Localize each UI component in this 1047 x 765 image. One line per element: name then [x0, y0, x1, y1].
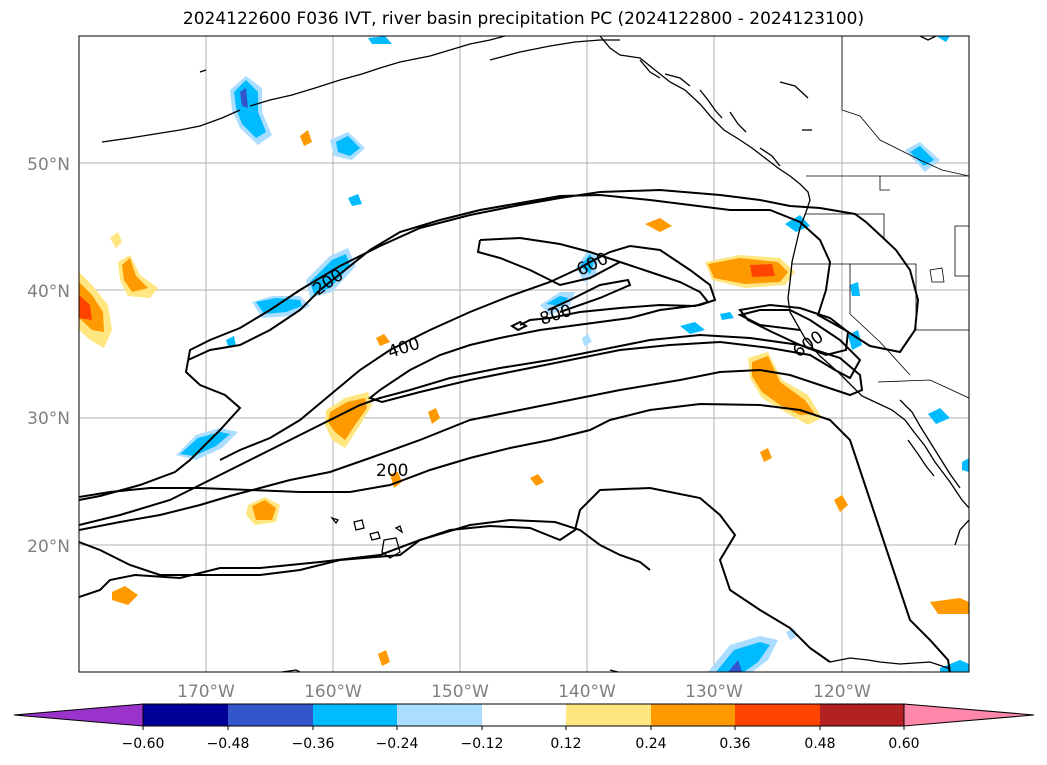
pc-positive-blob [834, 495, 848, 512]
lon-label: 160°W [304, 682, 362, 702]
pc-positive-blob [930, 598, 969, 614]
lon-label: 140°W [558, 682, 616, 702]
pc-positive-blob [645, 218, 672, 232]
longitude-labels: 170°W 160°W 150°W 140°W 130°W 120°W [177, 682, 871, 702]
lat-label: 50°N [27, 155, 70, 175]
colorbar-label: 0.48 [804, 736, 835, 752]
pc-negative-blob [910, 146, 934, 166]
pc-negative-blob [368, 36, 392, 44]
pc-negative-blob [716, 642, 770, 672]
lon-label: 170°W [177, 682, 235, 702]
political-borders [792, 36, 969, 399]
pc-negative-blob [240, 88, 248, 108]
ivt-contour-600 [738, 303, 850, 357]
colorbar-segment [228, 704, 313, 726]
colorbar-label: 0.36 [719, 736, 750, 752]
ivt-contour-200 [79, 518, 651, 598]
latitude-labels: 20°N 30°N 40°N 50°N [27, 155, 70, 557]
ivt-contour-800 [510, 320, 528, 332]
colorbar-segment [397, 704, 482, 726]
colorbar-label: 0.24 [635, 736, 666, 752]
pc-positive-blob [122, 258, 148, 292]
pc-positive-blob [300, 130, 312, 146]
ivt-contour-400 [79, 333, 864, 531]
ivt-contours [79, 188, 951, 672]
pc-negative-blob [850, 282, 860, 296]
pc-negative-blob [928, 408, 950, 424]
pc-positive-blob [376, 334, 390, 346]
pc-positive-blob [110, 232, 122, 248]
colorbar-segment [735, 704, 820, 726]
contour-label: 200 [376, 461, 408, 481]
colorbar-extend-high [903, 703, 1035, 727]
colorbar-extend-low [13, 703, 144, 727]
pc-positive-blob [79, 282, 104, 332]
pc-negative-blob [582, 334, 592, 346]
pc-positive-blob [112, 586, 138, 605]
ivt-contour-200 [79, 188, 920, 501]
colorbar-label: 0.12 [550, 736, 581, 752]
ivt-contour-200 [79, 402, 951, 672]
pc-negative-blob [940, 660, 969, 672]
map-title: 2024122600 F036 IVT, river basin precipi… [182, 9, 865, 29]
colorbar-label: −0.24 [376, 736, 419, 752]
lat-label: 30°N [27, 409, 70, 429]
ivt-contour-400 [219, 244, 862, 461]
pc-positive-blob [750, 264, 775, 277]
pc-positive-blob [252, 500, 276, 520]
colorbar-segment [313, 704, 397, 726]
colorbar-segment [820, 704, 904, 726]
map-plot-area: 200 200 400 600 600 800 [78, 35, 970, 673]
pc-negative-blob [226, 336, 236, 346]
colorbar-segment [651, 704, 735, 726]
pc-negative-blob [680, 322, 705, 334]
colorbar-label: −0.48 [207, 736, 250, 752]
colorbar-label: 0.60 [888, 736, 919, 752]
pc-positive-blob [328, 398, 367, 440]
pc-negative-blob [336, 136, 360, 156]
colorbar-segment [482, 704, 566, 726]
pc-negative-blob [962, 458, 969, 472]
colorbar-segment [143, 704, 228, 726]
pc-negative-blob [786, 628, 798, 640]
colorbar-segment [566, 704, 651, 726]
pc-positive-blob [428, 408, 440, 424]
pc-negative-blob [348, 194, 362, 206]
ivt-contour-600 [476, 239, 632, 313]
colorbar-label: −0.36 [292, 736, 335, 752]
colorbar-label: −0.12 [461, 736, 504, 752]
lat-label: 40°N [27, 282, 70, 302]
colorbar: −0.60 −0.48 −0.36 −0.24 −0.12 0.12 0.24 … [13, 703, 1035, 752]
pc-negative-blob [256, 298, 302, 314]
ivt-contour-600 [479, 236, 710, 326]
pc-positive-blob [79, 295, 92, 320]
pc-negative-blob [720, 312, 734, 320]
pc-positive-blob [530, 474, 544, 486]
lon-label: 130°W [685, 682, 743, 702]
pc-negative-blob [936, 36, 950, 42]
lat-label: 20°N [27, 537, 70, 557]
colorbar-label: −0.60 [122, 736, 165, 752]
lon-label: 150°W [431, 682, 489, 702]
pc-positive-blob [760, 448, 772, 462]
pc-negative-blob [310, 254, 350, 294]
lon-label: 120°W [813, 682, 871, 702]
pc-positive-blob [378, 650, 390, 666]
pc-negative-blob [728, 660, 742, 672]
